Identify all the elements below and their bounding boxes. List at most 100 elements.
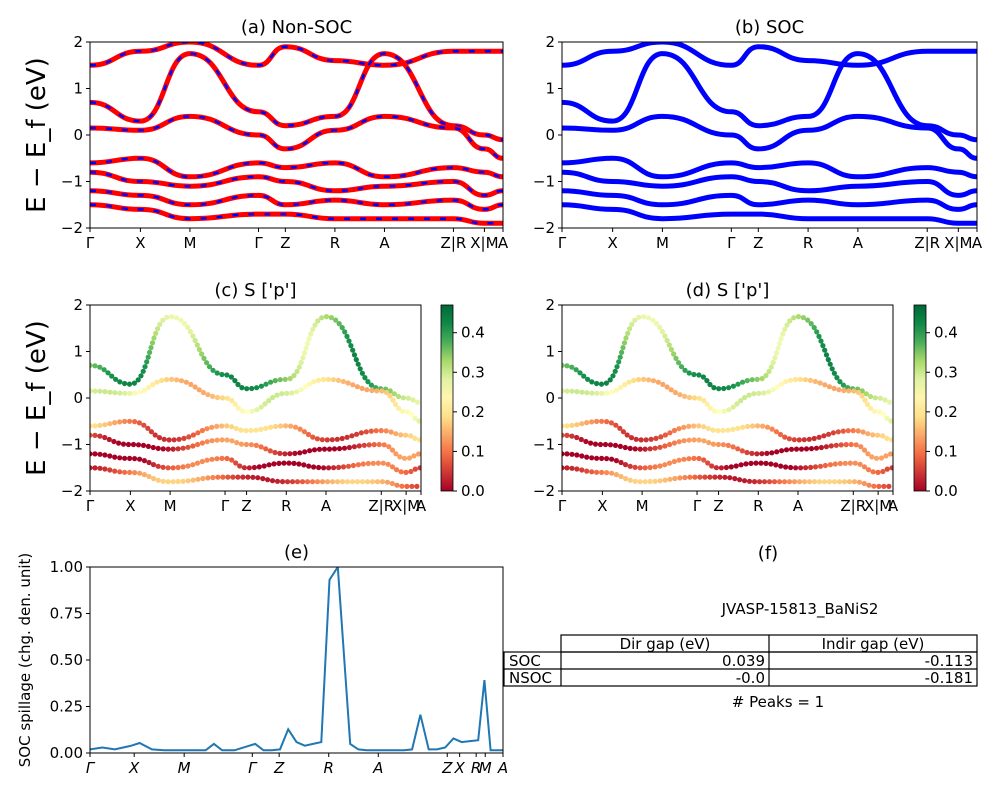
band-point	[178, 317, 184, 323]
band-point	[416, 451, 421, 457]
band-point	[107, 453, 113, 459]
band-point	[170, 479, 176, 485]
ytick-label-e: 1.00	[50, 558, 83, 576]
band-point	[735, 446, 741, 452]
band-point	[861, 480, 867, 487]
band-point	[686, 423, 692, 429]
band-point	[350, 382, 356, 388]
xtick-label-e: A	[372, 759, 383, 777]
ytick-label-d: 1	[545, 343, 555, 361]
band-point	[145, 443, 151, 449]
band-point	[356, 443, 362, 449]
panel-title-e: (e)	[284, 542, 309, 563]
band-point	[750, 423, 756, 429]
band-point	[412, 466, 418, 472]
band-point	[831, 479, 838, 485]
band-point	[604, 470, 610, 476]
band-point	[657, 324, 663, 330]
band-point	[248, 442, 254, 448]
band-point	[788, 377, 794, 383]
band-point	[395, 405, 402, 411]
band-point	[654, 321, 660, 327]
row-dir-soc: 0.039	[722, 652, 765, 670]
band-point	[232, 378, 238, 384]
band-point	[92, 388, 98, 394]
band-point	[298, 359, 304, 366]
band-point	[711, 408, 718, 414]
band-point	[235, 474, 241, 480]
band-point	[827, 361, 833, 367]
band-point	[263, 425, 269, 431]
band-point	[881, 411, 887, 417]
band-point	[686, 456, 692, 462]
band-point	[833, 442, 839, 448]
band-point	[306, 336, 312, 342]
band-point	[112, 454, 118, 460]
band-point	[707, 381, 713, 388]
band-point	[607, 377, 613, 383]
band-point	[186, 434, 192, 440]
band-point	[175, 478, 181, 485]
band-point	[706, 440, 712, 446]
band-point	[296, 364, 302, 370]
band-point	[816, 479, 823, 485]
band-point	[786, 436, 793, 442]
ytick-label-c: −2	[61, 482, 83, 500]
band-point	[701, 397, 707, 404]
band-point	[132, 390, 138, 396]
band-point	[140, 442, 147, 448]
band-point	[182, 321, 188, 327]
band-point	[304, 340, 311, 347]
band-point	[851, 388, 857, 394]
band-point	[738, 462, 744, 468]
band-point	[564, 451, 570, 457]
band-point	[562, 388, 565, 394]
band-point	[865, 467, 872, 473]
band-point	[374, 479, 381, 485]
band-point	[886, 483, 892, 489]
band-point	[386, 444, 392, 450]
ytick-label-e: 0.00	[50, 744, 83, 762]
band-point	[855, 428, 861, 434]
band-point	[294, 479, 301, 485]
band-point	[800, 315, 807, 321]
band-point	[265, 477, 271, 483]
xtick-label-e: X	[128, 759, 140, 777]
band-point	[740, 424, 746, 430]
band-point	[692, 474, 698, 480]
xtick-label-c: X|M	[392, 497, 420, 515]
band-point	[662, 477, 668, 483]
xtick-label-e: A	[497, 759, 508, 777]
band-point	[783, 447, 790, 453]
band-point	[361, 442, 367, 448]
band-point	[770, 359, 776, 366]
band-point	[389, 464, 396, 470]
band-point	[102, 389, 108, 395]
band-point	[584, 468, 590, 474]
band-point	[569, 388, 575, 394]
band-point	[90, 423, 93, 429]
band-point	[405, 395, 411, 401]
band-point	[662, 432, 669, 438]
band-point	[314, 436, 320, 442]
band-point	[194, 460, 201, 466]
band-point	[636, 314, 642, 320]
gap-table	[503, 634, 978, 687]
band-point	[214, 394, 221, 401]
band-point	[241, 465, 247, 471]
ytick-label-c: 0	[73, 389, 83, 407]
band-point	[884, 466, 890, 472]
band-point	[812, 378, 819, 385]
band-point	[383, 389, 390, 396]
band-point	[112, 390, 118, 396]
band-point	[650, 317, 656, 323]
band-point	[251, 464, 257, 471]
band-point	[642, 465, 648, 471]
band-point	[638, 437, 644, 443]
band-point	[787, 318, 793, 324]
band-point	[170, 465, 176, 471]
band-point	[291, 460, 297, 466]
band-point	[631, 377, 637, 383]
band-point	[655, 379, 661, 385]
band-point	[107, 389, 113, 395]
